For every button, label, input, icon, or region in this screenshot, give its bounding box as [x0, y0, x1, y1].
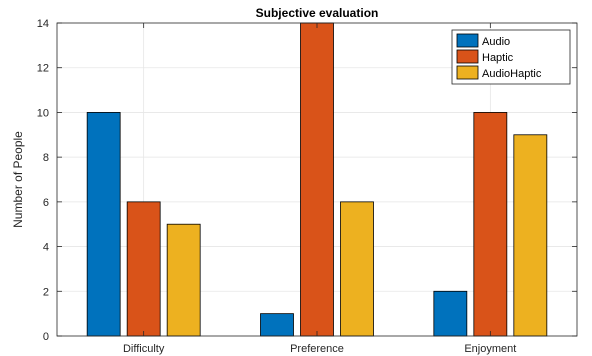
bar-haptic-difficulty — [126, 201, 161, 337]
legend-swatch-audio — [456, 33, 479, 48]
bar-audio-enjoyment — [433, 290, 468, 337]
bar-audiohaptic-difficulty — [166, 223, 201, 337]
x-tick-label: Preference — [290, 343, 344, 355]
legend-swatch-audiohaptic — [456, 65, 479, 80]
bar-audiohaptic-enjoyment — [513, 134, 548, 337]
x-tick-label: Enjoyment — [464, 343, 516, 355]
bars — [86, 22, 548, 337]
y-axis-title: Number of People — [11, 131, 25, 228]
bar-audio-difficulty — [86, 112, 121, 337]
bar-audiohaptic-preference — [340, 201, 374, 337]
y-tick-label: 2 — [43, 286, 49, 298]
legend-label-audio: Audio — [482, 36, 510, 48]
y-tick-label: 12 — [37, 63, 49, 75]
legend-label-haptic: Haptic — [482, 52, 514, 64]
y-tick-label: 0 — [43, 331, 49, 343]
legend-swatch-haptic — [456, 49, 479, 64]
legend-label-audiohaptic: AudioHaptic — [482, 68, 542, 80]
y-tick-label: 4 — [43, 242, 49, 254]
x-tick-label: Difficulty — [123, 343, 165, 355]
y-tick-label: 8 — [43, 152, 49, 164]
y-tick-label: 10 — [37, 107, 49, 119]
y-tick-label: 14 — [37, 18, 49, 30]
bar-audio-preference — [260, 313, 294, 337]
ticks: 0 2 4 6 8 10 12 14 Difficulty Preference Enjoyment — [37, 18, 577, 355]
bar-haptic-preference — [300, 22, 334, 337]
bar-haptic-enjoyment — [473, 112, 508, 337]
y-tick-label: 6 — [43, 197, 49, 209]
chart-title: Subjective evaluation — [256, 6, 379, 20]
